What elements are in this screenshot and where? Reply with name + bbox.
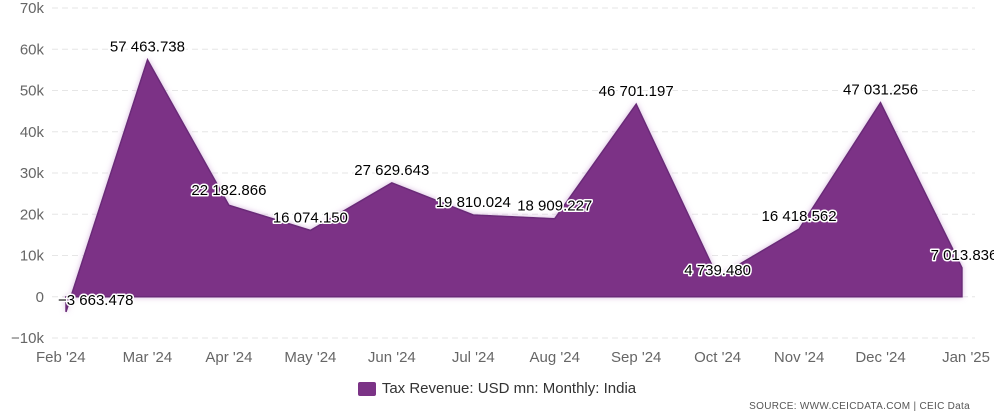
series-area-fill[interactable] — [65, 57, 963, 313]
y-axis: −10k 0 10k 20k 30k 40k 50k 60k 70k — [11, 0, 44, 347]
x-tick-label: Feb '24 — [36, 349, 86, 366]
data-label: 46 701.197 — [599, 83, 674, 100]
data-point[interactable] — [959, 265, 965, 271]
y-tick-label: 60k — [20, 41, 45, 58]
data-label: 19 810.024 — [436, 194, 511, 211]
data-point[interactable] — [552, 216, 558, 222]
data-labels: −3 663.478 57 463.738 22 182.866 16 074.150… — [57, 37, 994, 310]
y-tick-label: 20k — [20, 206, 45, 223]
data-point[interactable] — [307, 227, 313, 233]
x-tick-label: Jan '25 — [942, 349, 990, 366]
y-tick-label: 10k — [20, 248, 45, 265]
x-tick-label: May '24 — [284, 349, 336, 366]
data-point[interactable] — [63, 309, 69, 315]
data-point[interactable] — [226, 202, 232, 208]
x-axis: Feb '24 Mar '24 Apr '24 May '24 Jun '24 Jul '… — [36, 349, 990, 366]
data-label: 27 629.643 — [354, 162, 429, 179]
data-point[interactable] — [144, 57, 150, 63]
legend-label[interactable]: Tax Revenue: USD mn: Monthly: India — [381, 380, 637, 397]
data-point[interactable] — [470, 212, 476, 218]
x-tick-label: Aug '24 — [530, 349, 580, 366]
data-point[interactable] — [389, 180, 395, 186]
data-label: 16 074.150 — [273, 209, 348, 226]
data-label: 7 013.836 — [931, 247, 994, 264]
data-label: 4 739.480 — [684, 262, 751, 279]
data-point[interactable] — [633, 101, 639, 107]
data-label: −3 663.478 — [58, 292, 134, 309]
x-tick-label: Apr '24 — [205, 349, 252, 366]
y-tick-label: 40k — [20, 124, 45, 141]
data-point[interactable] — [796, 226, 802, 232]
source-credit: SOURCE: WWW.CEICDATA.COM | CEIC Data — [749, 401, 970, 412]
y-tick-label: 50k — [20, 83, 45, 100]
data-point[interactable] — [878, 100, 884, 106]
x-tick-label: Oct '24 — [694, 349, 741, 366]
y-tick-label: −10k — [11, 330, 44, 347]
data-label: 22 182.866 — [191, 182, 266, 199]
data-label: 18 909.227 — [517, 198, 592, 215]
x-tick-label: Mar '24 — [123, 349, 173, 366]
legend[interactable]: Tax Revenue: USD mn: Monthly: India — [0, 380, 994, 397]
y-tick-label: 0 — [36, 289, 44, 306]
data-label: 57 463.738 — [110, 39, 185, 56]
x-tick-label: Nov '24 — [774, 349, 824, 366]
y-tick-label: 70k — [20, 0, 45, 17]
y-tick-label: 30k — [20, 165, 45, 182]
legend-swatch — [357, 381, 376, 396]
x-tick-label: Dec '24 — [855, 349, 905, 366]
series-area — [63, 57, 965, 315]
data-label: 47 031.256 — [843, 82, 918, 99]
x-tick-label: Sep '24 — [611, 349, 661, 366]
data-label: 16 418.562 — [762, 208, 837, 225]
x-tick-label: Jun '24 — [368, 349, 416, 366]
x-tick-label: Jul '24 — [452, 349, 495, 366]
